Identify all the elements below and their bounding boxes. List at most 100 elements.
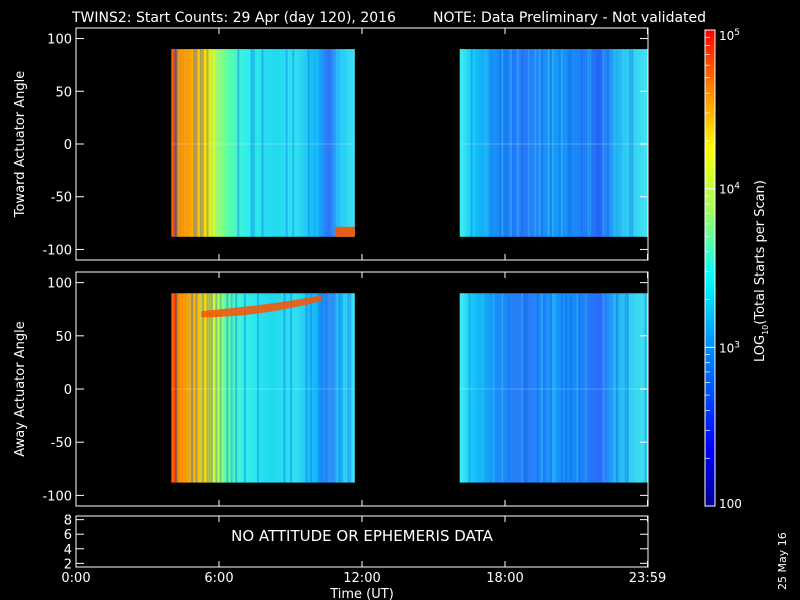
- heatmap-stripe: [587, 49, 589, 237]
- heatmap-stripe: [309, 293, 312, 483]
- heatmap-stripe: [552, 49, 554, 237]
- no-data-message: NO ATTITUDE OR EPHEMERIS DATA: [231, 527, 494, 545]
- heatmap-stripe: [523, 293, 526, 483]
- heatmap-stripe: [195, 49, 198, 237]
- chart-title: TWINS2: Start Counts: 29 Apr (day 120), …: [71, 10, 396, 26]
- heatmap-stripe: [501, 49, 504, 237]
- colorbar-label: LOG10(Total Starts per Scan): [753, 180, 770, 362]
- colorbar-tick-base: 10: [719, 341, 734, 355]
- colorbar-tick-label: 100: [719, 497, 742, 511]
- heatmap-stripe: [525, 293, 528, 483]
- heatmap-stripe: [320, 293, 323, 483]
- colorbar-label-sub: 10: [761, 325, 770, 335]
- heatmap-stripe: [177, 49, 180, 237]
- zero-angle-streak: [459, 143, 648, 145]
- y-axis-label: Toward Actuator Angle: [13, 71, 28, 218]
- y-tick-label: 50: [55, 85, 72, 100]
- heatmap-stripe: [329, 293, 332, 483]
- heatmap-stripe: [464, 49, 466, 237]
- heatmap-stripe: [468, 293, 471, 483]
- heatmap-stripe: [259, 49, 261, 237]
- heatmap-stripe: [598, 49, 601, 237]
- y-tick-label: 100: [47, 277, 72, 292]
- heatmap-stripe: [527, 49, 530, 237]
- heatmap-stripe: [624, 293, 627, 483]
- heatmap-stripe: [219, 293, 222, 483]
- heatmap-stripe: [552, 293, 554, 483]
- heatmap-stripe: [472, 49, 475, 237]
- colorbar-tick-label: 103: [719, 340, 740, 355]
- heatmap-stripe: [635, 293, 638, 483]
- y-tick-label: 0: [64, 383, 72, 398]
- heatmap-stripe: [622, 49, 625, 237]
- heatmap-stripe: [210, 49, 213, 237]
- heatmap-stripe: [305, 293, 308, 483]
- heatmap-stripe: [626, 293, 629, 483]
- heatmap-stripe: [510, 49, 512, 237]
- heatmap-stripe: [538, 49, 541, 237]
- heatmap-stripe: [567, 49, 570, 237]
- heatmap-stripe: [516, 49, 519, 237]
- heatmap-stripe: [470, 49, 473, 237]
- heatmap-stripe: [503, 49, 506, 237]
- edge-streak: [175, 293, 177, 483]
- heatmap-stripe: [483, 49, 486, 237]
- heatmap-stripe: [186, 293, 189, 483]
- heatmap-stripe: [340, 49, 343, 237]
- heatmap-block-toward-1: [171, 49, 355, 237]
- heatmap-stripe: [270, 49, 273, 237]
- heatmap-stripe: [340, 293, 343, 483]
- heatmap-stripe: [239, 49, 242, 237]
- colorbar-tick-base: 10: [719, 29, 734, 43]
- y-tick-label: 100: [47, 33, 72, 48]
- heatmap-stripe: [347, 293, 350, 483]
- x-tick-label: 6:00: [204, 571, 233, 586]
- heatmap-stripe: [486, 49, 488, 237]
- heatmap-stripe: [268, 49, 270, 237]
- heatmap-stripe: [642, 49, 644, 237]
- heatmap-stripe: [541, 49, 544, 237]
- heatmap-stripe: [461, 49, 464, 237]
- y-tick-label: -100: [42, 489, 72, 504]
- panel-toward: 100 50 0 -50 -100 Toward Actuator Angle: [13, 27, 649, 261]
- y-tick-label: 6: [64, 528, 72, 543]
- x-tick-label: 18:00: [486, 571, 523, 586]
- heatmap-stripe: [351, 293, 354, 483]
- heatmap-stripe: [505, 49, 508, 237]
- y-tick-label: -100: [42, 243, 72, 258]
- heatmap-block-toward-2: [459, 49, 648, 237]
- heatmap-stripe: [252, 49, 255, 237]
- y-tick-label: -50: [51, 436, 72, 451]
- heatmap-stripe: [607, 49, 610, 237]
- heatmap-stripe: [585, 293, 587, 483]
- heatmap-stripe: [184, 49, 187, 237]
- heatmap-stripe: [541, 293, 543, 483]
- colorbar-label-pre: LOG: [753, 335, 768, 362]
- heatmap-stripe: [549, 49, 552, 237]
- heatmap-stripe: [629, 49, 631, 237]
- heatmap-stripe: [224, 293, 226, 483]
- heatmap-stripe: [199, 293, 202, 483]
- heatmap-stripe: [206, 293, 209, 483]
- colorbar-tick-label: 104: [719, 182, 740, 197]
- colorbar-tick-base: 10: [719, 183, 734, 197]
- heatmap-stripe: [512, 49, 515, 237]
- y-axis-label: Away Actuator Angle: [13, 321, 28, 456]
- heatmap-stripe: [235, 293, 238, 483]
- heatmap-stripe: [602, 49, 605, 237]
- heatmap-stripe: [508, 293, 510, 483]
- zero-angle-streak: [171, 143, 355, 145]
- colorbar-tick-label: 105: [719, 28, 740, 43]
- side-date: 25 May 16: [776, 532, 789, 590]
- heatmap-stripe: [261, 49, 264, 237]
- heatmap-stripe: [481, 293, 484, 483]
- heatmap-stripe: [215, 293, 218, 483]
- heatmap-stripe: [613, 293, 616, 483]
- heatmap-stripe: [490, 49, 493, 237]
- colorbar-tick-exp: 5: [734, 28, 740, 38]
- heatmap-stripe: [243, 293, 246, 483]
- hot-band: [201, 295, 322, 318]
